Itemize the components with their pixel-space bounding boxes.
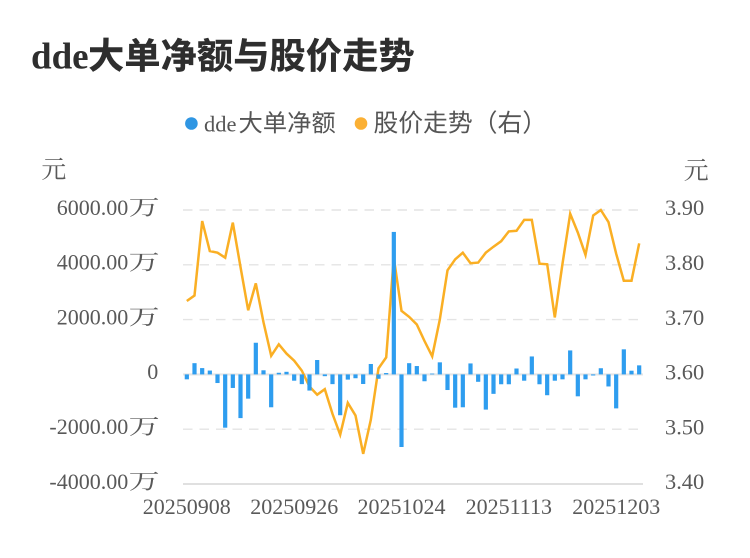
svg-text:20251113: 20251113 (466, 494, 552, 519)
svg-text:20250908: 20250908 (143, 494, 231, 519)
svg-text:6000.00: 6000.00 (57, 195, 129, 220)
svg-text:3.60: 3.60 (665, 360, 704, 385)
svg-text:3.40: 3.40 (665, 469, 704, 494)
svg-text:3.50: 3.50 (665, 414, 704, 439)
svg-text:3.70: 3.70 (665, 305, 704, 330)
svg-text:3.80: 3.80 (665, 250, 704, 275)
svg-text:0: 0 (147, 359, 158, 384)
svg-text:dde: dde (204, 112, 237, 137)
svg-text:3.90: 3.90 (665, 195, 704, 220)
svg-text:dde: dde (31, 37, 89, 78)
svg-text:20250926: 20250926 (250, 494, 338, 519)
svg-text:2000.00: 2000.00 (57, 304, 129, 329)
svg-text:20251203: 20251203 (572, 494, 660, 519)
svg-text:20251024: 20251024 (358, 494, 446, 519)
svg-text:-4000.00: -4000.00 (49, 469, 128, 494)
svg-text:-2000.00: -2000.00 (49, 414, 128, 439)
svg-text:4000.00: 4000.00 (57, 250, 129, 275)
